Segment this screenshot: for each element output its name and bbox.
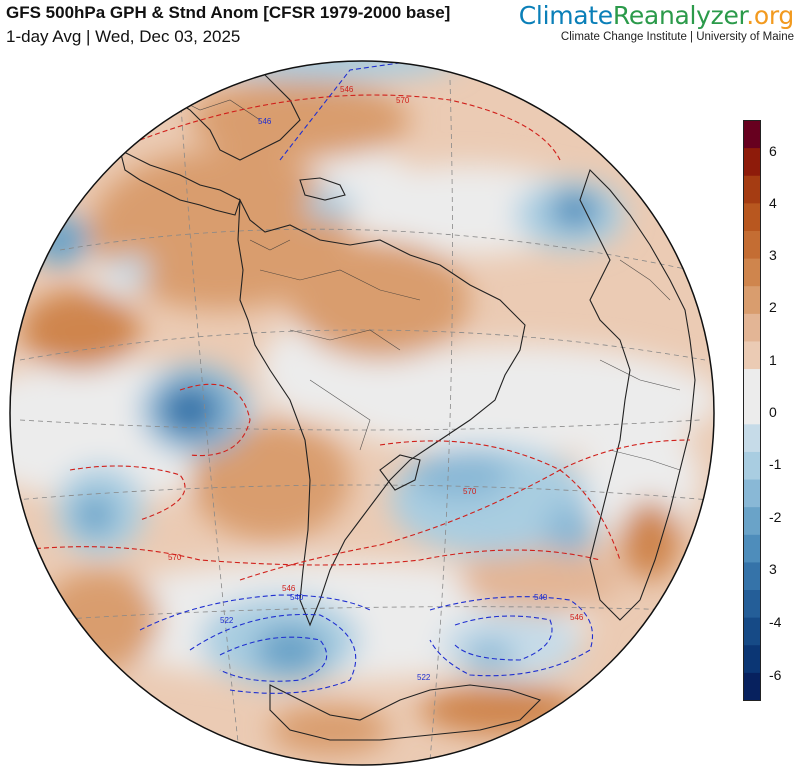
colorbar-segment	[743, 203, 761, 232]
brand-name-part3: .org	[746, 1, 794, 30]
colorbar-segment	[743, 341, 761, 370]
colorbar-label: -6	[769, 667, 782, 683]
colorbar-label: 6	[769, 143, 777, 159]
colorbar-segment	[743, 534, 761, 563]
colorbar-label: 3	[769, 247, 777, 263]
colorbar-label: 0	[769, 404, 777, 420]
globe-map: 546 570 570 570 546 546 540 522 522 546 …	[9, 60, 715, 766]
colorbar	[743, 120, 761, 701]
brand-logo[interactable]: ClimateReanalyzer.org Climate Change Ins…	[518, 1, 795, 43]
page-title: GFS 500hPa GPH & Stnd Anom [CFSR 1979-20…	[6, 3, 451, 22]
colorbar-segment	[743, 424, 761, 453]
colorbar-segment	[743, 286, 761, 315]
globe-outline	[9, 60, 715, 766]
colorbar-label: 2	[769, 299, 777, 315]
colorbar-label: -1	[769, 456, 782, 472]
colorbar-segment	[743, 507, 761, 536]
contour-label: 546	[340, 85, 354, 94]
anomaly-field	[10, 61, 714, 755]
colorbar-label: 1	[769, 352, 777, 368]
contour-label: 570	[168, 553, 182, 562]
contours-high	[19, 94, 691, 581]
contour-label: 546	[570, 613, 584, 622]
colorbar-segment	[743, 617, 761, 646]
brand-name: ClimateReanalyzer.org	[518, 1, 795, 30]
contour-labels: 546 570 570 570 546 546 540 522 522 546 …	[168, 85, 584, 682]
colorbar-label: -2	[769, 509, 782, 525]
colorbar-segment	[743, 369, 761, 398]
contour-label: 522	[220, 616, 234, 625]
colorbar-segment	[743, 230, 761, 259]
contour-label: 570	[463, 487, 477, 496]
country-borders	[159, 89, 681, 471]
colorbar-segment	[743, 258, 761, 287]
coastlines	[119, 61, 696, 741]
colorbar-segment	[743, 645, 761, 674]
colorbar-segment	[743, 313, 761, 342]
colorbar-label: 3	[769, 561, 777, 577]
brand-name-part1: Climate	[518, 1, 613, 30]
colorbar-segment	[743, 396, 761, 425]
colorbar-segment	[743, 120, 761, 149]
colorbar-segment	[743, 562, 761, 591]
contour-label: 522	[417, 673, 431, 682]
colorbar-segment	[743, 175, 761, 204]
colorbar-label: -4	[769, 614, 782, 630]
contour-label: 546	[258, 117, 272, 126]
page-subtitle: 1-day Avg | Wed, Dec 03, 2025	[6, 27, 241, 46]
brand-name-part2: Reanalyzer	[612, 1, 747, 30]
contour-label: 570	[396, 96, 410, 105]
colorbar-border	[743, 120, 761, 701]
colorbar-label: 4	[769, 195, 777, 211]
contour-label: 540	[290, 593, 304, 602]
contour-label: 546	[282, 584, 296, 593]
colorbar-segment	[743, 590, 761, 619]
colorbar-segment	[743, 451, 761, 480]
colorbar-segment	[743, 672, 761, 701]
brand-tagline: Climate Change Institute | University of…	[560, 31, 794, 43]
colorbar-segment	[743, 479, 761, 508]
contour-label: 540	[534, 593, 548, 602]
colorbar-segment	[743, 148, 761, 177]
graticule	[14, 79, 711, 761]
